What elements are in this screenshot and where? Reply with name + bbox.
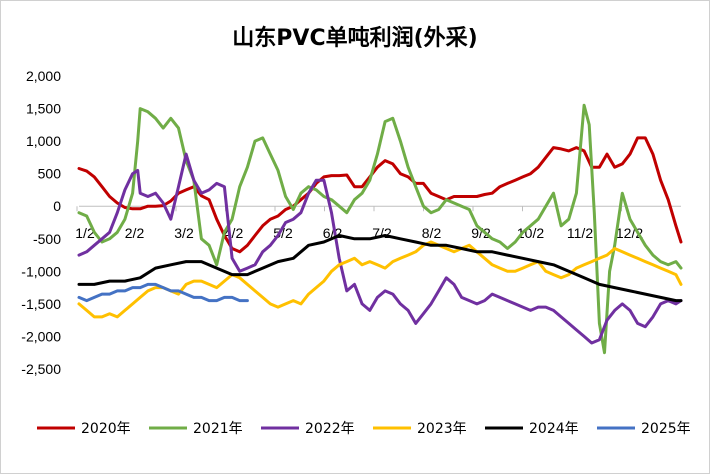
series-line-2021年 bbox=[77, 103, 683, 355]
series-layer bbox=[77, 103, 683, 355]
x-tick-label: 8/2 bbox=[422, 225, 442, 241]
series-line-2025年 bbox=[77, 282, 249, 303]
y-tick-label: 0 bbox=[53, 198, 61, 214]
legend-label: 2020年 bbox=[81, 421, 131, 437]
legend-label: 2025年 bbox=[641, 421, 691, 437]
y-tick-label: 1,000 bbox=[26, 133, 61, 149]
y-axis: 2,000 1,500 1,000 500 0 -500 -1,000 -1,500 -2,00… bbox=[21, 68, 61, 377]
x-tick-label: 10/2 bbox=[517, 225, 544, 241]
y-tick-label: 500 bbox=[38, 166, 62, 182]
series-line-2020年 bbox=[77, 136, 683, 254]
legend-label: 2022年 bbox=[305, 421, 355, 437]
legend-label: 2024年 bbox=[529, 421, 579, 437]
y-tick-label: 2,000 bbox=[26, 68, 61, 84]
chart-title: 山东PVC单吨利润(外采) bbox=[232, 25, 477, 51]
x-tick-label: 9/2 bbox=[471, 225, 491, 241]
x-tick-label: 3/2 bbox=[174, 225, 194, 241]
legend: 2020年 2021年 2022年 2023年 2024年 2025年 bbox=[37, 421, 691, 437]
x-tick-label: 11/2 bbox=[567, 225, 593, 241]
x-tick-label: 2/2 bbox=[125, 225, 145, 241]
x-tick-label: 1/2 bbox=[75, 225, 95, 241]
y-tick-label: -1,000 bbox=[21, 263, 61, 279]
y-tick-label: -2,500 bbox=[21, 361, 61, 377]
legend-label: 2021年 bbox=[193, 421, 243, 437]
legend-label: 2023年 bbox=[417, 421, 467, 437]
y-tick-label: -1,500 bbox=[21, 296, 61, 312]
y-tick-label: 1,500 bbox=[26, 101, 61, 117]
series-line-2024年 bbox=[77, 234, 683, 303]
y-tick-label: -2,000 bbox=[21, 328, 61, 344]
series-line-2022年 bbox=[77, 152, 683, 345]
y-tick-label: -500 bbox=[33, 231, 61, 247]
